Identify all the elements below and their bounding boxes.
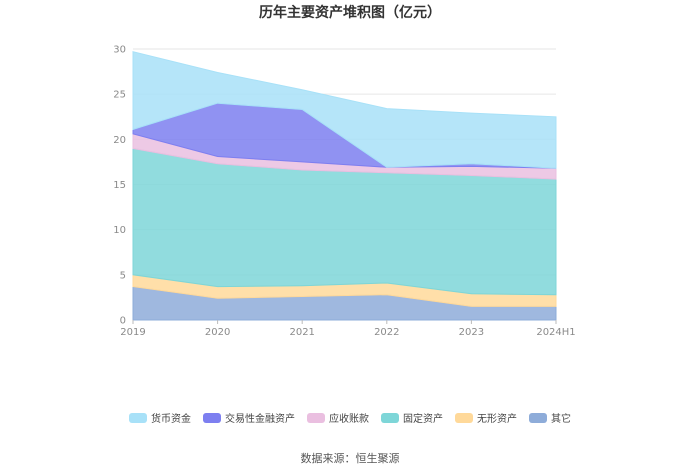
legend-item[interactable]: 货币资金	[129, 410, 191, 425]
y-tick-label: 5	[120, 270, 126, 281]
y-tick-label: 10	[113, 225, 126, 236]
data-source-note: 数据来源：恒生聚源	[300, 452, 400, 465]
chart-title: 历年主要资产堆积图（亿元）	[259, 5, 441, 21]
x-tick-label: 2022	[374, 327, 399, 338]
legend-item[interactable]: 固定资产	[381, 410, 443, 425]
area-series-货币资金	[132, 51, 557, 169]
y-tick-label: 30	[113, 45, 126, 56]
legend-swatch	[129, 412, 147, 423]
y-tick-label: 25	[113, 90, 126, 101]
legend-item[interactable]: 无形资产	[455, 410, 517, 425]
x-tick-label: 2020	[205, 327, 230, 338]
legend-swatch	[307, 412, 325, 423]
x-tick-label: 2023	[459, 327, 484, 338]
legend-swatch	[381, 412, 399, 423]
legend-label: 交易性金融资产	[225, 414, 295, 425]
legend-label: 其它	[551, 414, 571, 425]
stacked-area-chart: 0 5 10 15 20 25 30 2019 2020 2021 2022 2023 2024H1	[113, 45, 575, 339]
legend-item[interactable]: 其它	[529, 410, 571, 425]
y-tick-label: 15	[113, 180, 126, 191]
y-tick-label: 0	[120, 316, 126, 327]
legend-swatch	[203, 412, 221, 423]
x-tick-label: 2024H1	[536, 327, 575, 338]
x-tick-label: 2021	[289, 327, 314, 338]
legend-label: 无形资产	[477, 414, 517, 425]
y-tick-label: 20	[113, 135, 126, 146]
legend-item[interactable]: 应收账款	[307, 410, 369, 425]
legend-label: 货币资金	[151, 414, 191, 425]
legend-label: 固定资产	[403, 414, 443, 425]
legend-item[interactable]: 交易性金融资产	[203, 410, 295, 425]
legend-swatch	[455, 412, 473, 423]
x-tick-label: 2019	[120, 327, 145, 338]
chart-legend: 货币资金 交易性金融资产 应收账款 固定资产 无形资产 其它	[0, 410, 700, 425]
legend-label: 应收账款	[329, 414, 369, 425]
legend-swatch	[529, 412, 547, 423]
